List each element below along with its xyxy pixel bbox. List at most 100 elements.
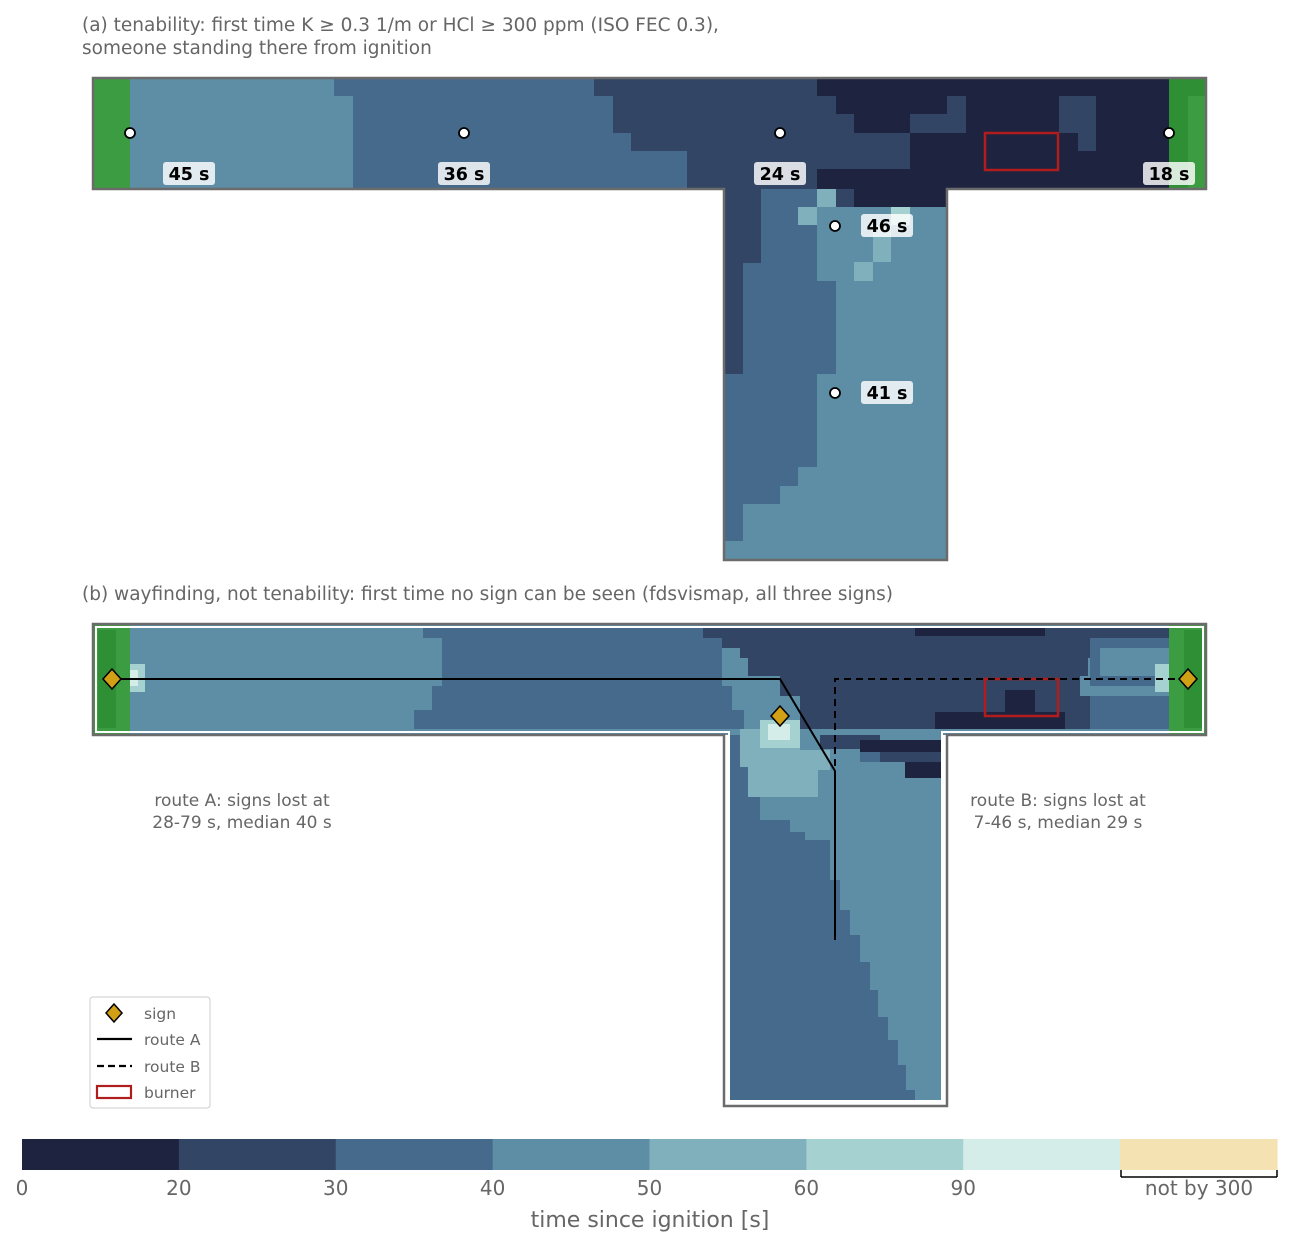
probe-point	[458, 127, 470, 139]
sign-marker	[769, 704, 791, 728]
zone-a-30-40	[724, 486, 780, 504]
sign-marker	[1177, 667, 1199, 691]
colorbar-swatch	[649, 1139, 807, 1170]
colorbar-tick-label: 60	[794, 1176, 819, 1200]
zone-b-0-20	[905, 762, 942, 778]
zone-a-30-40	[761, 189, 817, 207]
zone-b-30-40	[870, 990, 878, 1101]
colorbar-swatch	[1120, 1139, 1278, 1170]
zone-a-20-30	[1059, 96, 1096, 133]
panel-a: (a) tenability: first time K ≥ 0.3 1/m o…	[82, 15, 1208, 562]
colorbar-tick-label: 30	[323, 1176, 348, 1200]
panel-b-title: (b) wayfinding, not tenability: first ti…	[82, 584, 893, 605]
zone-a-30-40	[761, 225, 817, 243]
zone-a-30-40	[724, 504, 743, 541]
zone-a-20-30	[836, 189, 855, 207]
point-label: 18 s	[1149, 165, 1190, 185]
floorplan-inner-line-b	[95, 626, 1204, 1102]
exit-left-a	[93, 78, 130, 189]
colorbar-tick-label: 20	[166, 1176, 191, 1200]
legend-frame	[89, 996, 211, 1109]
probe-point	[774, 127, 786, 139]
colorbar-swatch	[335, 1139, 494, 1170]
colorbar-tick-label: 50	[637, 1176, 662, 1200]
zone-b-50-60	[800, 750, 830, 770]
zone-b-30-40	[414, 710, 744, 729]
legend-sign-symbol	[104, 1002, 124, 1024]
zone-a-0-20	[854, 114, 1169, 133]
zone-b-30-40	[1090, 696, 1169, 729]
colorbar-axis-label: time since ignition [s]	[531, 1208, 770, 1233]
zone-b-20-30	[748, 658, 1088, 676]
route-b-line	[834, 678, 1187, 940]
zone-b-0-20	[860, 740, 942, 752]
zone-b-30-40	[860, 962, 870, 1101]
zone-b-20-30	[722, 638, 1162, 648]
zone-a-0-20	[854, 189, 947, 207]
colorbar-swatch	[22, 1139, 180, 1170]
legend-label-route-a: route A	[144, 1031, 201, 1049]
zone-a-20-30	[910, 114, 966, 133]
exit-right-a-shade	[1169, 78, 1206, 96]
panel-a-title-line2: someone standing there from ignition	[82, 38, 432, 59]
colorbar-tick-label: 40	[480, 1176, 505, 1200]
colorbar-tick-label: 90	[951, 1176, 976, 1200]
zone-a-0-20	[817, 78, 1169, 96]
zone-b-30-40	[790, 832, 805, 840]
floorplan-outline-a	[91, 76, 1208, 562]
colorbar-tick-label: 0	[16, 1176, 29, 1200]
colorbar-swatch	[806, 1139, 964, 1170]
zone-b-30-40	[432, 686, 732, 710]
zone-a-0-20	[910, 151, 1169, 169]
floorplan-outline-b	[91, 622, 1208, 1108]
colorbar-swatch	[178, 1139, 337, 1170]
zone-b-30-40	[878, 1017, 888, 1101]
zone-a-50-60	[798, 207, 817, 225]
route-b-note-line2: 7-46 s, median 29 s	[974, 813, 1143, 833]
zone-a-30-40	[761, 207, 798, 225]
point-label-bg	[861, 214, 913, 237]
zone-a-30-40	[743, 281, 836, 374]
zone-a-20-30	[947, 96, 966, 114]
zone-b-30-40	[850, 935, 860, 1101]
legend-burner-symbol	[95, 1084, 133, 1100]
zone-b-30-40	[840, 910, 850, 1101]
zone-b-30-40	[830, 880, 840, 1101]
panel-a-heatmap	[91, 76, 1208, 562]
route-a-note-line1: route A: signs lost at	[154, 791, 330, 811]
zone-b-0-20	[915, 628, 1045, 636]
zone-b-20-30	[740, 648, 1120, 658]
zone-b-20-30	[880, 752, 942, 762]
probe-point	[829, 387, 841, 399]
colorbar-swatch	[963, 1139, 1121, 1170]
zone-a-20-30	[724, 189, 761, 263]
probe-point	[124, 127, 136, 139]
zone-b-30-40	[860, 752, 880, 762]
panel-b: (b) wayfinding, not tenability: first ti…	[82, 584, 1208, 1109]
zone-a-50-60	[854, 262, 873, 281]
colorbar: 0 20 30 40 50 60 90 not by 300 time since igni…	[16, 1139, 1278, 1233]
legend: sign route A route B burner	[89, 996, 211, 1109]
point-label: 41 s	[867, 384, 908, 404]
zone-a-30-40	[724, 467, 798, 486]
panel-a-points: 45 s 36 s 24 s 18 s 46 s 41 s	[124, 127, 1195, 404]
point-label-bg	[438, 162, 490, 185]
panel-a-title-line1: (a) tenability: first time K ≥ 0.3 1/m o…	[82, 15, 719, 36]
zone-b-30-40	[888, 1040, 898, 1101]
colorbar-extra-label: not by 300	[1145, 1176, 1253, 1200]
colorbar-ticks: 0 20 30 40 50 60 90	[16, 1176, 976, 1200]
zone-b-50-60	[748, 767, 818, 797]
zone-a-20-30	[1078, 133, 1096, 151]
zone-b-90-plus	[768, 724, 790, 740]
zone-b-30-40	[898, 1065, 906, 1101]
legend-label-burner: burner	[144, 1084, 196, 1102]
point-label: 24 s	[760, 165, 801, 185]
colorbar-swatch	[492, 1139, 651, 1170]
sign-marker	[101, 667, 123, 691]
zone-a-0-20	[817, 169, 1169, 189]
point-label-bg	[861, 381, 913, 404]
point-label-bg	[1143, 162, 1195, 185]
route-b-note-line1: route B: signs lost at	[970, 791, 1146, 811]
point-label-bg	[163, 162, 215, 185]
